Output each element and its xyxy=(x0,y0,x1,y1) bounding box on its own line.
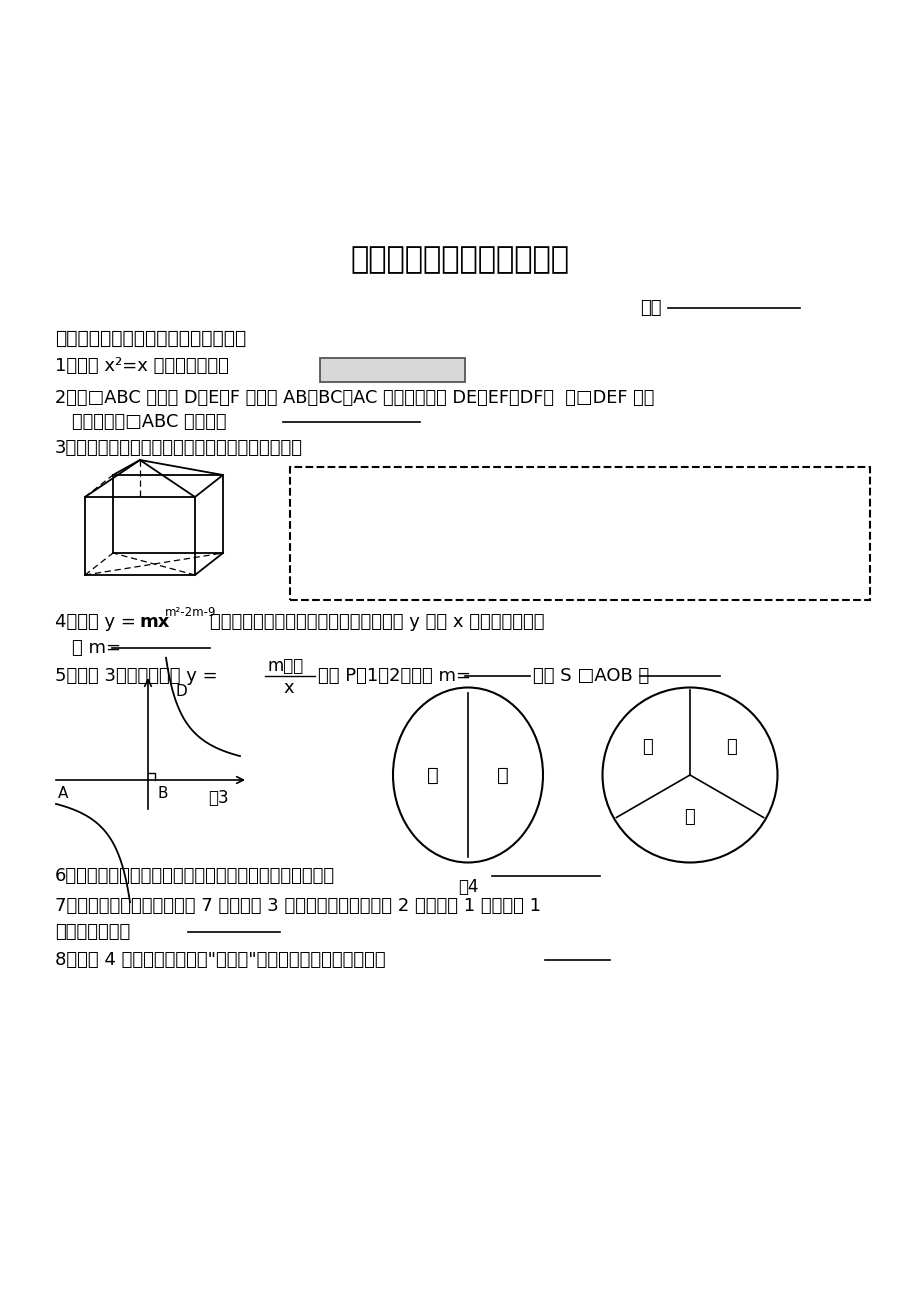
Text: ，则 S □AOB ＝: ，则 S □AOB ＝ xyxy=(532,667,649,685)
Text: x: x xyxy=(283,679,293,697)
Text: m－１: m－１ xyxy=(267,656,304,675)
Text: D: D xyxy=(176,685,187,699)
Text: 蓝: 蓝 xyxy=(726,738,736,757)
Text: 图3: 图3 xyxy=(208,789,229,807)
Text: 7、一个抽屉里有大小相同的 7 个白球和 3 个黑球，从中任意摸出 2 个，得到 1 个白球和 1: 7、一个抽屉里有大小相同的 7 个白球和 3 个黑球，从中任意摸出 2 个，得到… xyxy=(55,897,540,915)
Text: 白: 白 xyxy=(496,766,508,784)
Text: 3、把下图四棱柱的主视图和左视图画在下面方框内: 3、把下图四棱柱的主视图和左视图画在下面方框内 xyxy=(55,439,302,458)
Text: A: A xyxy=(58,786,68,802)
Bar xyxy=(320,358,464,382)
Text: m²-2m-9: m²-2m-9 xyxy=(165,606,216,619)
Text: 经过 P（1，2），则 m=: 经过 P（1，2），则 m= xyxy=(318,667,471,685)
Text: 个黑球的概率为: 个黑球的概率为 xyxy=(55,923,130,941)
Text: 长为１，则□ABC 的周长为: 长为１，则□ABC 的周长为 xyxy=(72,413,226,432)
Text: 2、在□ABC 中，点 D、E、F 分别是 AB、BC、AC 的中点，连接 DE、EF、DF，  若□DEF 的周: 2、在□ABC 中，点 D、E、F 分别是 AB、BC、AC 的中点，连接 DE… xyxy=(55,389,653,407)
Text: 绿: 绿 xyxy=(684,809,695,826)
Text: 九年级数学阶段性调研测试: 九年级数学阶段性调研测试 xyxy=(350,246,569,274)
Text: mx: mx xyxy=(140,614,170,630)
Text: 1、方程 x²=x 的两个根分别为: 1、方程 x²=x 的两个根分别为 xyxy=(55,358,229,374)
Text: 的图像为双曲线，且在每个象限内函数值 y 随着 x 的增大而减小，: 的图像为双曲线，且在每个象限内函数值 y 随着 x 的增大而减小， xyxy=(210,614,544,630)
Text: 黄: 黄 xyxy=(642,738,652,757)
Text: 图4: 图4 xyxy=(458,878,478,896)
Text: 则 m=: 则 m= xyxy=(72,640,121,656)
Text: 5、如图 3，反比例函数 y =: 5、如图 3，反比例函数 y = xyxy=(55,667,218,685)
Text: 红: 红 xyxy=(426,766,438,784)
Bar xyxy=(289,467,869,601)
Text: 4、函数 y =: 4、函数 y = xyxy=(55,614,142,630)
Text: 8、如图 4 所示，两个转盘做"配紫色"游戏，则配成紫色的概率为: 8、如图 4 所示，两个转盘做"配紫色"游戏，则配成紫色的概率为 xyxy=(55,952,385,968)
Text: 得分: 得分 xyxy=(640,299,661,317)
Text: 6、将一枚均匀的硬币掷两次，两次都是反面朝上的概率为: 6、将一枚均匀的硬币掷两次，两次都是反面朝上的概率为 xyxy=(55,867,335,885)
Text: 一、填空题（每小题２分，共２８分）: 一、填空题（每小题２分，共２８分） xyxy=(55,329,246,347)
Text: B: B xyxy=(158,786,168,802)
